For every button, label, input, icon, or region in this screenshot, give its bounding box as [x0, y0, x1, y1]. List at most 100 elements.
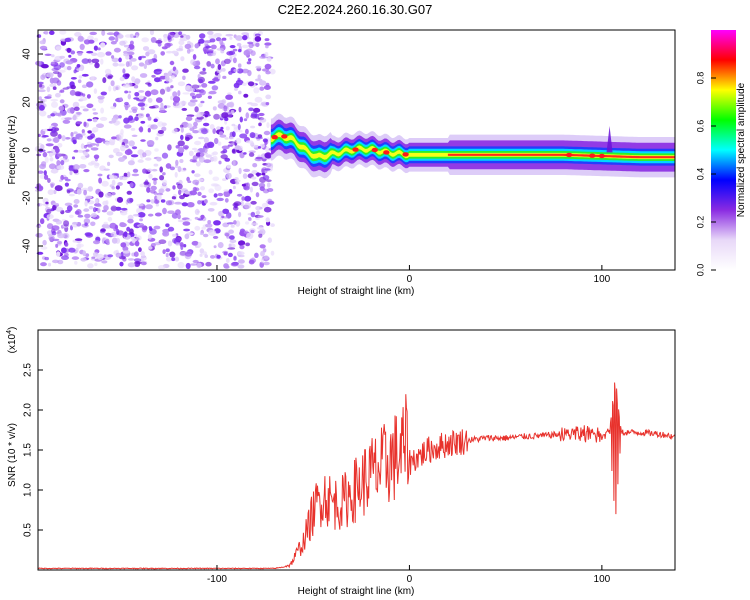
noise-blob: [232, 149, 236, 153]
noise-blob: [73, 106, 80, 112]
noise-blob: [140, 261, 147, 266]
noise-blob: [265, 179, 272, 182]
noise-blob: [120, 242, 127, 248]
noise-blob: [203, 117, 207, 121]
noise-blob: [250, 50, 256, 56]
noise-blob: [267, 237, 272, 243]
noise-blob: [54, 185, 63, 192]
noise-blob: [37, 89, 46, 93]
noise-blob: [192, 130, 200, 134]
noise-blob: [39, 40, 46, 45]
noise-blob: [101, 209, 107, 213]
noise-blob: [203, 233, 209, 238]
noise-blob: [166, 257, 172, 262]
noise-blob: [244, 202, 252, 209]
noise-blob: [131, 134, 138, 137]
noise-blob: [234, 179, 241, 183]
noise-blob: [45, 143, 54, 147]
noise-blob: [106, 211, 114, 216]
noise-blob: [171, 196, 176, 200]
noise-blob: [83, 39, 91, 45]
noise-blob: [73, 204, 79, 208]
noise-blob: [261, 202, 269, 208]
noise-blob: [72, 221, 78, 225]
noise-blob: [140, 139, 146, 142]
noise-blob: [40, 218, 45, 225]
noise-blob: [165, 188, 171, 192]
noise-blob: [217, 103, 226, 109]
noise-blob: [65, 60, 74, 65]
noise-blob: [93, 240, 100, 245]
spectrogram-y-tick-label: 20: [22, 96, 33, 108]
noise-blob: [161, 152, 169, 159]
noise-blob: [50, 149, 56, 152]
noise-blob: [238, 211, 242, 218]
noise-blob: [174, 201, 183, 205]
noise-blob: [102, 200, 108, 206]
noise-blob: [129, 182, 134, 188]
noise-blob: [126, 171, 131, 178]
noise-blob: [171, 257, 176, 262]
noise-blob: [134, 116, 139, 122]
noise-blob: [227, 252, 233, 258]
noise-blob: [166, 50, 173, 54]
noise-blob: [164, 105, 167, 109]
noise-blob: [55, 219, 63, 225]
noise-blob: [235, 35, 244, 41]
noise-blob: [224, 137, 229, 140]
noise-blob: [57, 152, 62, 158]
noise-blob: [176, 48, 184, 52]
noise-blob: [111, 57, 119, 63]
noise-blob: [154, 77, 161, 83]
noise-blob: [52, 259, 59, 264]
noise-blob: [212, 157, 217, 161]
noise-blob: [198, 103, 203, 108]
noise-blob: [255, 210, 261, 215]
noise-blob: [195, 161, 201, 167]
noise-blob: [257, 74, 261, 80]
noise-blob: [133, 213, 140, 217]
noise-blob: [74, 260, 78, 265]
spectrogram-panel: -100 0 100 -40 -20 0 20 40 Height of straight …: [7, 29, 676, 297]
noise-blob: [248, 107, 254, 112]
noise-blob: [60, 160, 65, 166]
noise-blob: [59, 179, 63, 182]
noise-blob: [146, 186, 151, 193]
noise-blob: [259, 86, 265, 91]
noise-blob: [143, 181, 150, 186]
noise-blob: [198, 78, 203, 84]
noise-blob: [181, 107, 188, 111]
noise-blob: [255, 65, 262, 69]
noise-blob: [263, 206, 272, 213]
noise-blob: [187, 101, 196, 107]
noise-blob: [139, 55, 147, 59]
noise-blob: [170, 85, 174, 89]
noise-blob: [53, 137, 60, 143]
noise-blob: [107, 76, 113, 80]
noise-blob: [133, 35, 136, 38]
noise-blob: [234, 87, 238, 91]
noise-blob: [154, 148, 159, 152]
noise-blob: [86, 81, 94, 88]
noise-blob: [216, 48, 224, 51]
noise-blob: [267, 200, 275, 205]
noise-blob: [72, 164, 80, 171]
noise-blob: [217, 192, 224, 197]
noise-blob: [264, 51, 269, 58]
noise-blob: [227, 144, 233, 147]
noise-blob: [126, 190, 132, 195]
colorbar-tick-label: 0.2: [695, 216, 705, 229]
noise-blob: [162, 179, 168, 186]
snr-panel: -100 0 100 0.5 1.0 1.5 2.0 2.5 Height of strai…: [6, 327, 676, 597]
noise-blob: [254, 96, 263, 103]
noise-blob: [261, 172, 266, 176]
noise-blob: [177, 90, 181, 97]
noise-blob: [207, 80, 216, 84]
noise-blob: [241, 183, 246, 187]
noise-blob: [226, 222, 235, 225]
noise-blob: [165, 163, 172, 169]
spectrogram-noise-region: [34, 29, 276, 270]
noise-blob: [46, 138, 52, 142]
noise-blob: [108, 154, 114, 159]
noise-blob: [225, 94, 234, 100]
